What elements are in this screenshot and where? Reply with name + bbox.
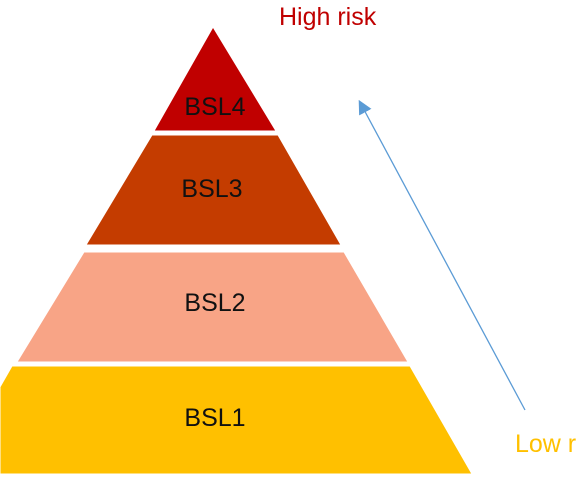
tier-label-bsl1: BSL1: [184, 404, 245, 432]
tier-label-bsl4: BSL4: [184, 93, 245, 121]
risk-increase-arrow: [358, 99, 526, 411]
tier-bsl3: [85, 134, 342, 246]
tier-label-bsl3: BSL3: [181, 175, 242, 203]
tier-bsl1: [0, 365, 473, 475]
low-risk-label: Low r: [515, 430, 576, 458]
tier-label-bsl2: BSL2: [184, 289, 245, 317]
tier-bsl4: [153, 26, 277, 132]
high-risk-label: High risk: [279, 3, 377, 31]
tier-bsl2: [16, 251, 409, 363]
